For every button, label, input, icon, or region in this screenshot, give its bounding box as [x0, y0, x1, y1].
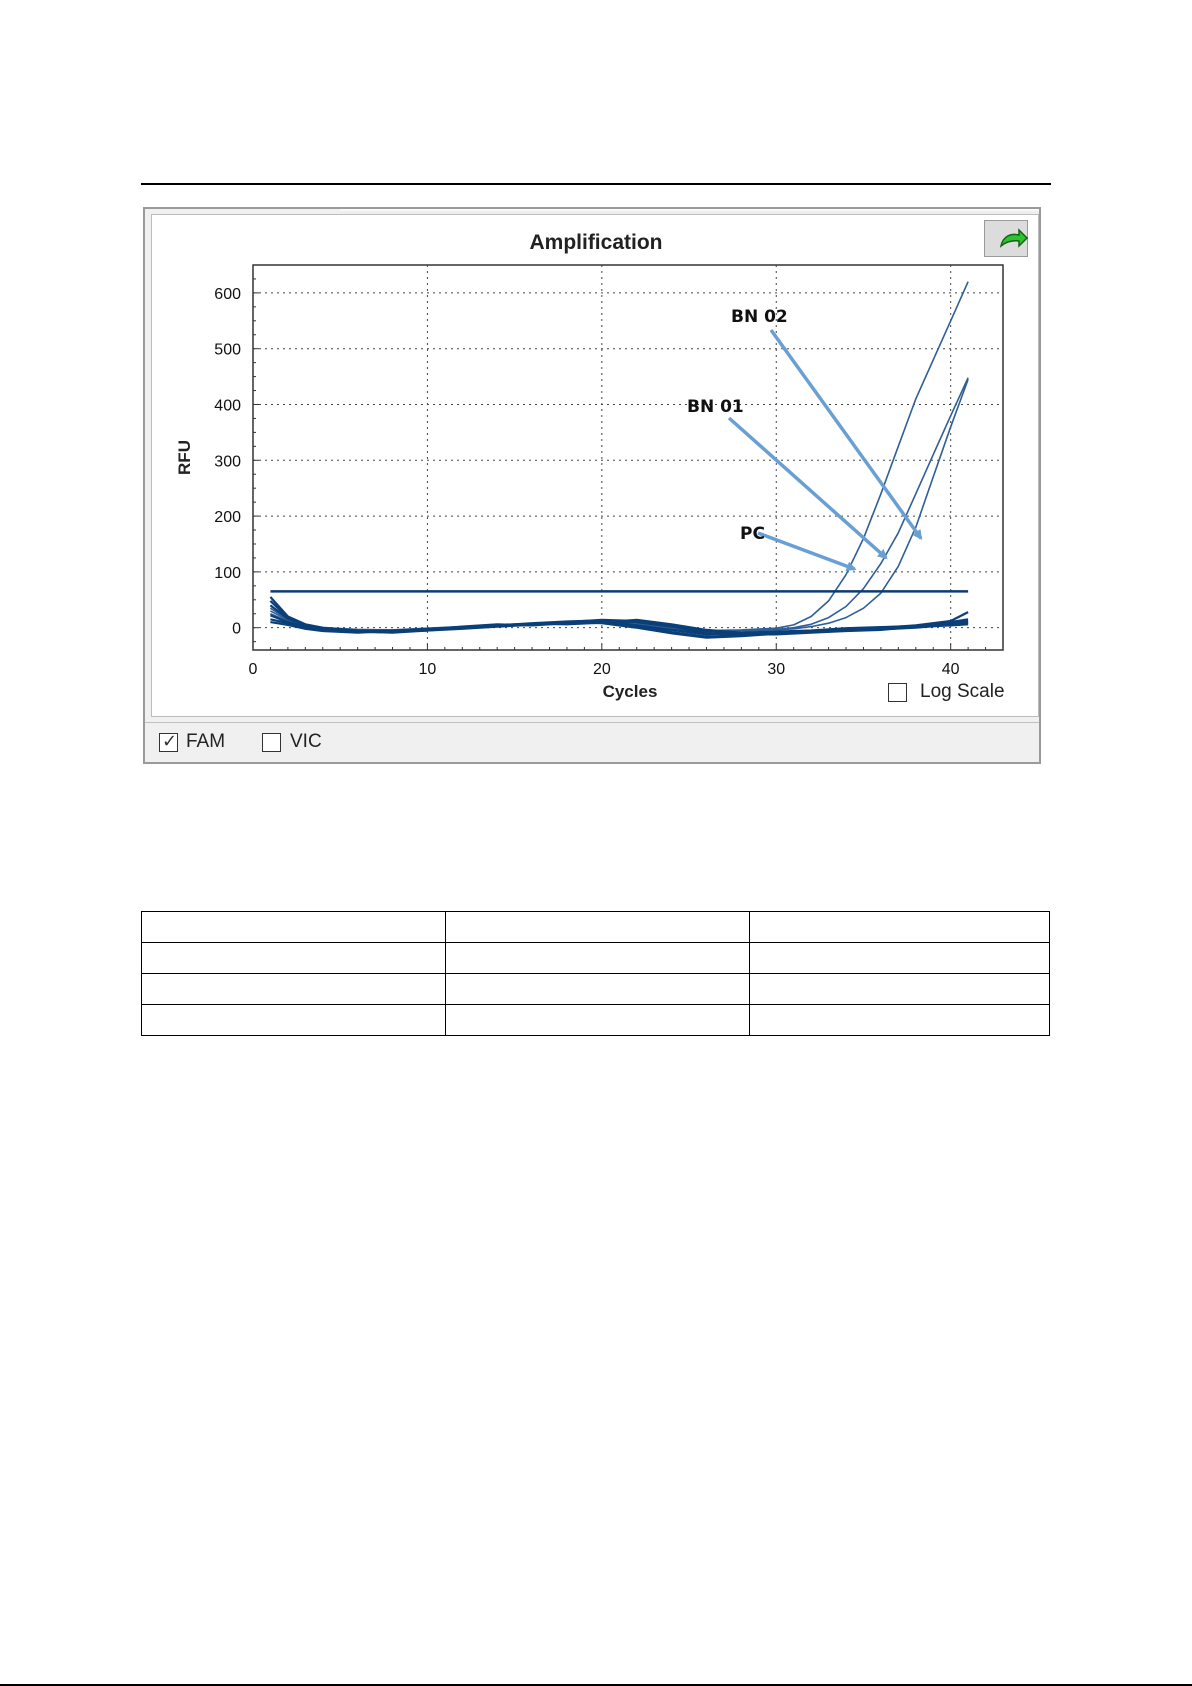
y-tick-label: 200	[214, 509, 241, 526]
x-axis-label: Cycles	[603, 682, 658, 701]
results-table	[141, 911, 1050, 1036]
vic-label: VIC	[290, 731, 322, 752]
y-tick-label: 300	[214, 453, 241, 470]
table-row	[141, 942, 1050, 974]
x-tick-label: 30	[767, 661, 785, 678]
y-axis-label: RFU	[175, 440, 194, 475]
fam-label: FAM	[186, 731, 226, 752]
channel-legend-bar: ✓ FAM VIC	[145, 722, 1039, 762]
x-tick-label: 0	[249, 661, 258, 678]
series-line	[270, 621, 969, 639]
annotation-arrow	[757, 531, 857, 571]
export-button[interactable]	[984, 220, 1029, 257]
y-tick-label: 400	[214, 397, 241, 414]
table-row	[141, 973, 1050, 1005]
vic-checkbox[interactable]	[262, 733, 281, 752]
y-tick-label: 0	[232, 621, 241, 638]
annotation-label: BN 02	[731, 307, 788, 327]
annotation-arrow	[769, 328, 923, 541]
y-tick-label: 600	[214, 286, 241, 303]
annotation-label: PC	[740, 524, 765, 544]
chart-title: Amplification	[529, 231, 662, 254]
table-row	[141, 1004, 1050, 1036]
amplification-chart: 0 10 20 30 400100200300400500600Amplificatio…	[175, 231, 1004, 701]
top-rule	[141, 183, 1051, 185]
checkmark-icon: ✓	[162, 731, 178, 751]
table-row	[141, 911, 1050, 943]
y-tick-label: 500	[214, 342, 241, 359]
plot-frame	[252, 264, 1004, 651]
bottom-rule	[0, 1684, 1192, 1686]
annotation-arrow	[727, 416, 888, 560]
x-tick-label: 40	[942, 661, 960, 678]
log-scale-label: Log Scale	[920, 681, 1005, 702]
x-tick-label: 10	[419, 661, 437, 678]
x-tick-label: 20	[593, 661, 611, 678]
export-arrow-icon	[999, 228, 1029, 248]
annotation-label: BN 01	[687, 397, 744, 417]
log-scale-checkbox[interactable]	[888, 683, 907, 702]
y-tick-label: 100	[214, 565, 241, 582]
panel-gradient	[340, 209, 1039, 213]
fam-checkbox[interactable]: ✓	[159, 731, 178, 752]
